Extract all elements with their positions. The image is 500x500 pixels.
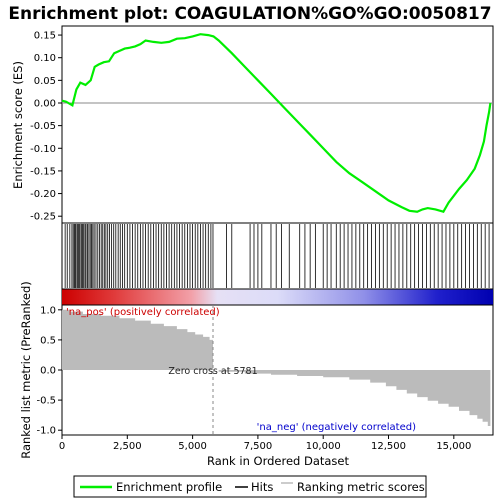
rank-x-label: Rank in Ordered Dataset bbox=[207, 454, 350, 468]
ranked-metric-area bbox=[62, 309, 491, 430]
enrichment-y-axis: 0.15 0.10 0.05 0.00 -0.05 -0.10 -0.15 -0.20 -0.2… bbox=[30, 31, 62, 223]
metric-y-tick-label: 1.0 bbox=[40, 305, 56, 316]
hits-frame bbox=[61, 222, 494, 290]
metric-y-tick-label: 0.5 bbox=[40, 335, 56, 346]
chart-title: Enrichment plot: COAGULATION%GO%GO:00508… bbox=[8, 4, 491, 24]
ranked-metric-y-label: Ranked list metric (PreRanked) bbox=[19, 281, 33, 459]
enrichment-panel: 0.15 0.10 0.05 0.00 -0.05 -0.10 -0.15 -0.20 -0.2… bbox=[11, 25, 494, 224]
rank-x-tick-label: 5,000 bbox=[178, 441, 207, 452]
legend-metric-label: Ranking metric scores bbox=[297, 480, 425, 494]
es-y-tick-label: 0.05 bbox=[34, 76, 56, 87]
zero-cross-label: Zero cross at 5781 bbox=[168, 366, 257, 377]
legend: Enrichment profile Hits Ranking metric s… bbox=[73, 475, 427, 498]
negative-correlation-label: 'na_neg' (negatively correlated) bbox=[257, 422, 416, 433]
es-y-tick-label: -0.10 bbox=[30, 144, 56, 155]
es-y-tick-label: -0.05 bbox=[30, 121, 56, 132]
hit-lines bbox=[64, 224, 490, 288]
es-y-tick-label: -0.25 bbox=[30, 212, 56, 223]
enrichment-profile-line bbox=[61, 33, 492, 213]
rank-x-tick-label: 7,500 bbox=[244, 441, 273, 452]
metric-y-tick-label: 0.0 bbox=[40, 366, 56, 377]
ranked-metric-y-axis: 1.0 0.5 0.0 -0.5 -1.0 bbox=[36, 305, 62, 437]
hits-panel bbox=[61, 222, 494, 290]
rank-x-tick-label: 10,000 bbox=[306, 441, 341, 452]
heat-bar-gradient bbox=[62, 289, 493, 305]
enrichment-plot-frame bbox=[61, 25, 494, 224]
es-y-tick-label: -0.15 bbox=[30, 166, 56, 177]
rank-x-tick-label: 15,000 bbox=[436, 441, 471, 452]
rank-x-tick-label: 12,500 bbox=[371, 441, 406, 452]
metric-y-tick-label: -1.0 bbox=[36, 426, 56, 437]
positive-correlation-label: 'na_pos' (positively correlated) bbox=[66, 307, 220, 318]
enrichment-y-label: Enrichment score (ES) bbox=[11, 61, 25, 189]
rank-x-axis: 0 2,500 5,000 7,500 10,000 12,500 15,000 bbox=[59, 435, 471, 452]
rank-heat-bar bbox=[61, 288, 494, 306]
es-y-tick-label: -0.20 bbox=[30, 189, 56, 200]
metric-y-tick-label: -0.5 bbox=[36, 396, 56, 407]
es-y-tick-label: 0.00 bbox=[34, 98, 56, 109]
es-y-tick-label: 0.10 bbox=[34, 53, 56, 64]
rank-x-tick-label: 2,500 bbox=[113, 441, 142, 452]
legend-box bbox=[73, 475, 427, 498]
legend-enrichment-label: Enrichment profile bbox=[116, 480, 222, 494]
legend-hits-label: Hits bbox=[251, 480, 273, 494]
ranked-metric-panel: 1.0 0.5 0.0 -0.5 -1.0 0 2,500 5,000 7,500 10,000… bbox=[19, 281, 494, 468]
rank-x-tick-label: 0 bbox=[59, 441, 65, 452]
es-y-tick-label: 0.15 bbox=[34, 31, 56, 42]
